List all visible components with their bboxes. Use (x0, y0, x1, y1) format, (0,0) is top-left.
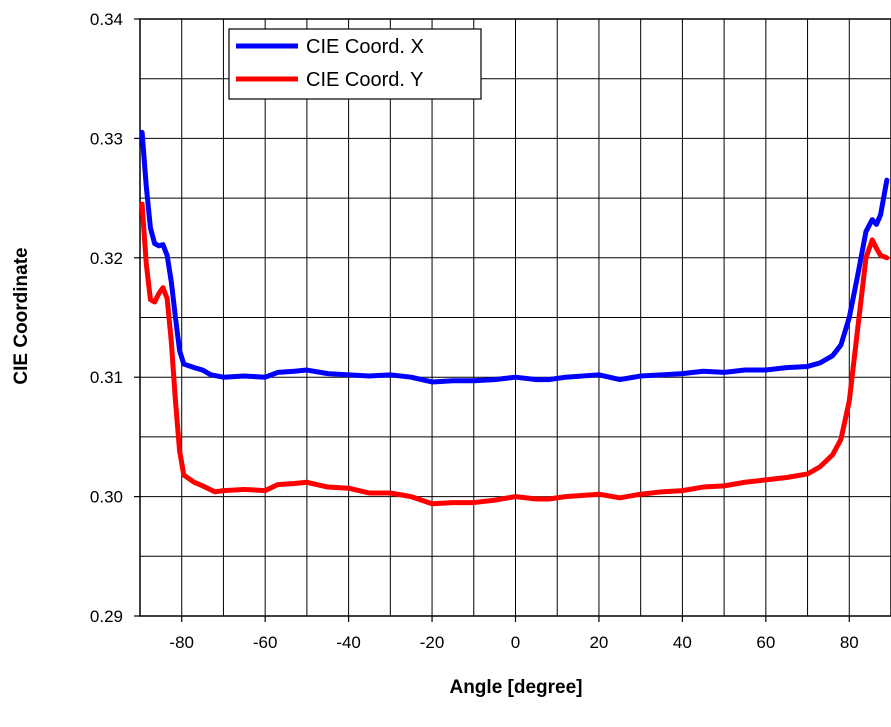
y-tick-label: 0.31 (90, 368, 123, 387)
grid-lines (134, 18, 891, 622)
legend-label: CIE Coord. X (306, 36, 424, 58)
x-tick-label: -80 (169, 633, 194, 652)
y-tick-label: 0.30 (90, 488, 123, 507)
x-tick-label: 60 (756, 633, 775, 652)
data-series (139, 129, 890, 507)
y-tick-label: 0.29 (90, 607, 123, 626)
y-tick-label: 0.34 (90, 10, 123, 29)
x-tick-label: -20 (420, 633, 445, 652)
tick-labels: -80 -60 -40 -20 0 20 40 60 80 0.29 0.30 0.31 0.32 0.3… (90, 10, 859, 652)
x-tick-label: -40 (336, 633, 361, 652)
series-line-cie-coord-x (139, 129, 890, 385)
x-axis-title: Angle [degree] (449, 677, 582, 698)
legend: CIE Coord. X CIE Coord. Y (228, 28, 482, 100)
x-tick-label: 80 (840, 633, 859, 652)
x-tick-label: 40 (673, 633, 692, 652)
legend-label: CIE Coord. Y (306, 69, 423, 91)
y-axis-title: CIE Coordinate (11, 247, 32, 384)
series-line-cie-coord-y (139, 201, 890, 507)
y-tick-label: 0.32 (90, 249, 123, 268)
x-tick-label: 20 (589, 633, 608, 652)
legend-box (228, 28, 482, 100)
x-tick-label: -60 (253, 633, 278, 652)
x-tick-label: 0 (511, 633, 520, 652)
y-tick-label: 0.33 (90, 129, 123, 148)
